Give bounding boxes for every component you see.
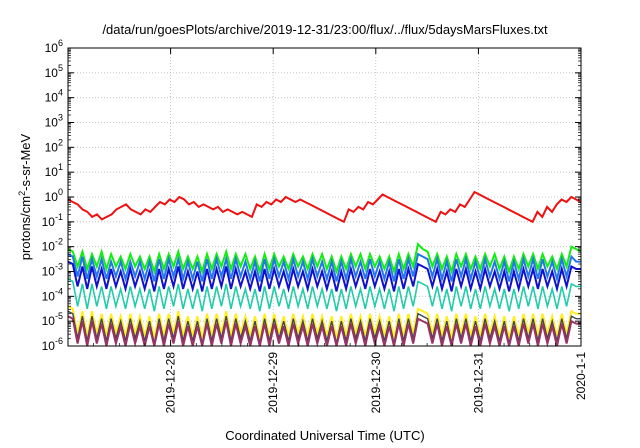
x-axis: 2019-12-28 2019-12-29 2019-12-30 2019-12-31…: [67, 48, 588, 414]
y-tick-label: 10-2: [42, 237, 63, 254]
y-tick-label: 10-1: [42, 212, 63, 229]
data-series: [67, 190, 582, 348]
series-line: [67, 278, 581, 312]
y-tick-label: 103: [45, 113, 63, 130]
y-tick-label: 10-3: [42, 262, 63, 279]
y-tick-label: 10-4: [42, 286, 63, 303]
y-tick-label: 102: [45, 137, 63, 154]
y-tick-label: 105: [45, 63, 63, 80]
series-line: [67, 315, 581, 348]
x-axis-label: Coordinated Universal Time (UTC): [225, 428, 424, 443]
chart-title: /data/run/goesPlots/archive/2019-12-31/2…: [102, 22, 548, 37]
series-line: [67, 190, 582, 224]
x-tick-label: 2020-1-1: [574, 352, 588, 400]
y-tick-label: 10-5: [42, 311, 63, 328]
y-axis-label: protons/cm2-s-sr-MeV: [17, 133, 33, 260]
y-tick-label: 101: [45, 162, 63, 179]
series-line: [67, 242, 582, 276]
x-tick-label: 2019-12-28: [164, 352, 178, 414]
y-tick-label: 104: [45, 88, 63, 105]
x-tick-label: 2019-12-30: [369, 352, 383, 414]
x-tick-label: 2019-12-31: [471, 352, 485, 414]
x-tick-label: 2019-12-29: [266, 352, 280, 414]
series-line: [67, 252, 581, 283]
y-tick-label: 10-6: [42, 336, 63, 353]
y-tick-label: 100: [45, 187, 63, 204]
y-tick-label: 106: [45, 38, 63, 55]
series-line: [67, 305, 581, 339]
series-line: [67, 260, 581, 293]
